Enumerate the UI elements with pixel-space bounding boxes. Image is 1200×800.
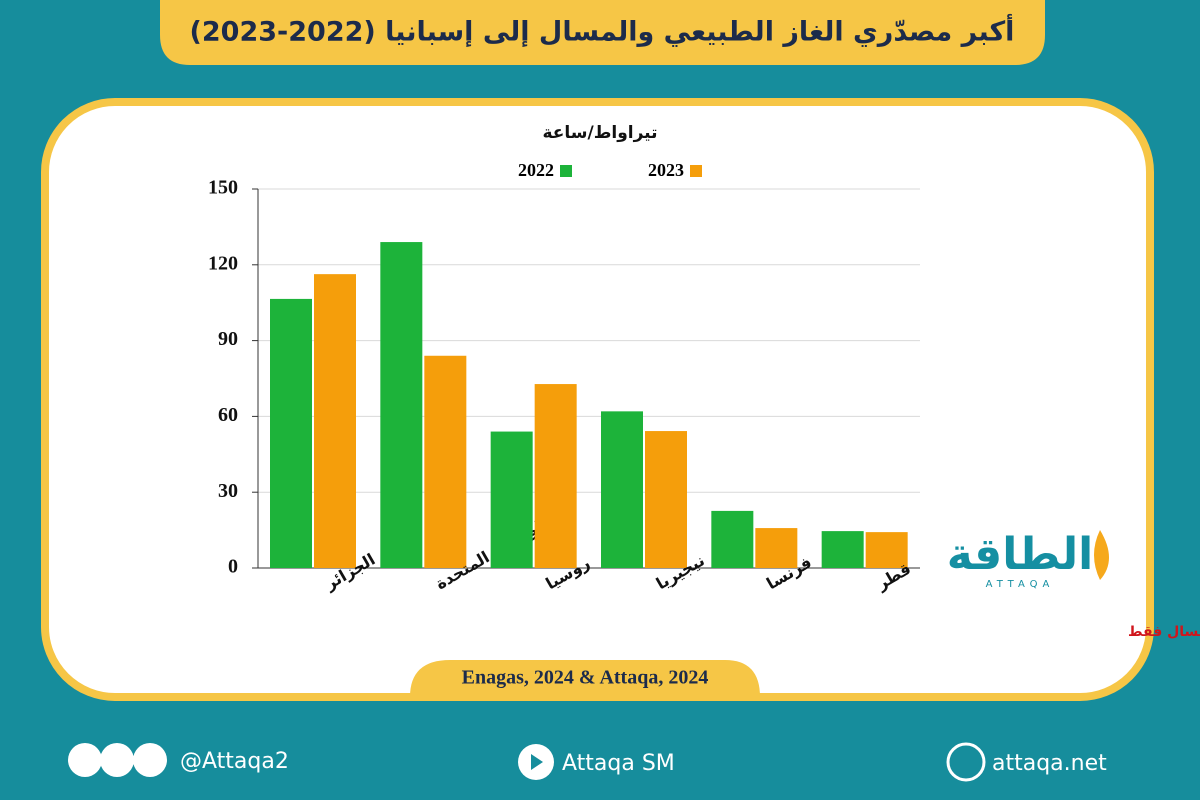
logo-text: الطاقة — [947, 529, 1093, 580]
source: Enagas, 2024 & Attaqa, 2024 — [462, 667, 709, 689]
logo-latin: ATTAQA — [986, 579, 1055, 590]
footer-social: @Attaqa2 — [180, 749, 289, 774]
footer-website: attaqa.net — [992, 751, 1107, 776]
legend-label: 2022 — [518, 160, 554, 180]
legend-swatch — [690, 165, 702, 177]
bar — [865, 532, 908, 568]
chart-title: أكبر مصدّري الغاز الطبيعي والمسال إلى إس… — [190, 14, 1015, 48]
bar — [821, 531, 864, 568]
y-tick-label: 150 — [208, 177, 238, 199]
source-tab — [410, 660, 760, 697]
footer-youtube: Attaqa SM — [562, 751, 675, 776]
bar — [534, 384, 577, 568]
note: *الواردات من الجزائر وفرنسا غاز طبيعي وم… — [1128, 624, 1200, 640]
y-tick-label: 30 — [218, 480, 238, 502]
legend-label: 2023 — [648, 160, 684, 180]
bar — [314, 274, 356, 568]
icon-play — [531, 754, 543, 770]
y-tick-label: 60 — [218, 404, 238, 426]
title-banner — [160, 0, 1045, 65]
y-tick-label: 90 — [218, 328, 238, 350]
icon-x — [68, 743, 102, 777]
icon-globe — [946, 742, 986, 782]
bar — [711, 510, 754, 568]
bar — [601, 411, 643, 568]
icon-instagram — [100, 743, 134, 777]
icon-facebook — [133, 743, 167, 777]
bar — [424, 355, 467, 568]
bar — [755, 528, 798, 568]
bar — [270, 298, 312, 568]
bar — [490, 431, 533, 568]
bar — [380, 242, 423, 568]
y-tick-label: 0 — [228, 556, 238, 578]
bar — [645, 431, 687, 568]
y-tick-label: 120 — [208, 252, 238, 274]
logo-drop — [1094, 530, 1109, 580]
legend-swatch — [560, 165, 572, 177]
y-axis-label: تيراواط/ساعة — [542, 123, 657, 143]
